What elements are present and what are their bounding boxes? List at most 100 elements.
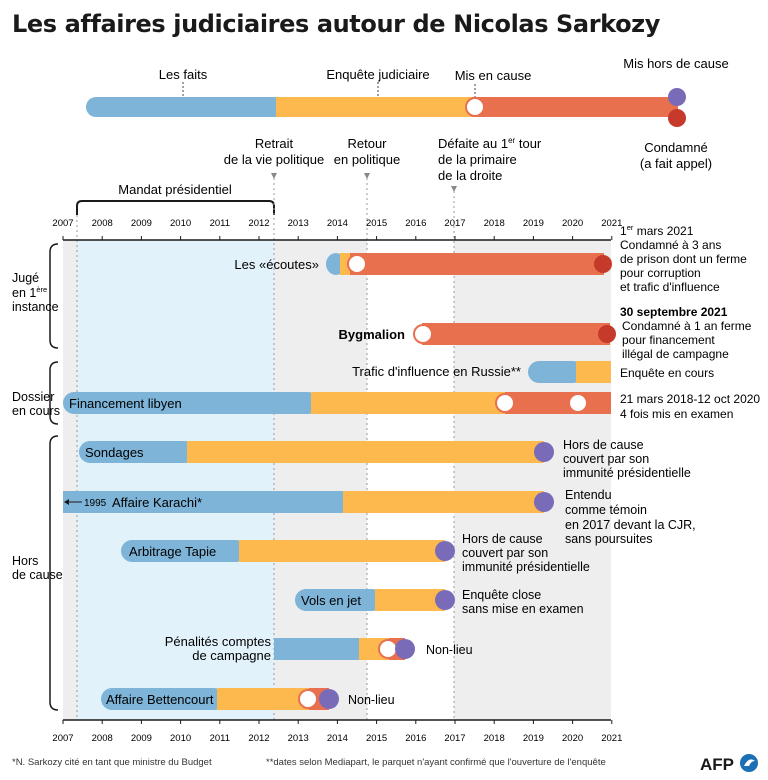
milestone-defaite-arrow <box>451 186 457 192</box>
note-libyen-line2: 4 fois mis en examen <box>620 407 733 421</box>
karachi-label: Affaire Karachi* <box>112 495 202 510</box>
legend-condamne-label-line2: (a fait appel) <box>640 156 712 171</box>
axis-top-label-2020: 2020 <box>562 218 583 229</box>
legend-faits-label: Les faits <box>159 67 208 82</box>
tapie-label: Arbitrage Tapie <box>129 544 216 559</box>
case-notes: 1er mars 2021 Condamné à 3 ans de prison… <box>348 223 760 707</box>
libyen-faits-segment <box>63 392 319 414</box>
legend-hors-de-cause-label: Mis hors de cause <box>623 56 729 71</box>
note-sondages-line1: Hors de cause <box>563 438 644 452</box>
axis-top-label-2018: 2018 <box>484 218 505 229</box>
axis-bottom-label-2008: 2008 <box>92 733 113 744</box>
legend: Les faits Enquête judiciaire Mis en caus… <box>86 56 729 171</box>
mandat-bracket: Mandat présidentiel <box>76 182 275 215</box>
axis-bottom-label-2009: 2009 <box>131 733 152 744</box>
libyen-mis-en-cause-segment <box>505 392 611 414</box>
legend-mis-en-cause-segment <box>472 97 678 117</box>
russie-enquete-segment <box>576 361 611 383</box>
axis-top-label-2014: 2014 <box>327 218 348 229</box>
legend-hors-de-cause-marker <box>668 88 686 106</box>
note-bygmalion-line4: illégal de campagne <box>622 347 729 361</box>
libyen-mis-en-cause-marker-2 <box>568 393 588 413</box>
milestone-retour-line2: en politique <box>334 152 401 167</box>
group-dossier-bracket <box>49 361 59 425</box>
tapie-hors-de-cause-marker <box>435 541 455 561</box>
afp-logo: AFP <box>700 754 758 774</box>
legend-condamne-marker <box>668 109 686 127</box>
tapie-enquete-segment <box>239 540 445 562</box>
penalites-mis-en-cause-marker <box>378 639 398 659</box>
ecoutes-condamne-marker <box>594 255 612 273</box>
group-hors-line1: Hors <box>12 554 38 568</box>
milestone-retour-line1: Retour <box>347 136 387 151</box>
axis-bottom-label-2016: 2016 <box>405 733 426 744</box>
note-vols-line1: Enquête close <box>462 588 541 602</box>
axis-top-label-2019: 2019 <box>523 218 544 229</box>
bygmalion-label: Bygmalion <box>339 327 406 342</box>
case-russie: Trafic d'influence en Russie** <box>352 361 611 383</box>
vols-label: Vols en jet <box>301 593 361 608</box>
ecoutes-mis-en-cause-marker <box>347 254 367 274</box>
milestone-retrait-arrow <box>271 173 277 179</box>
axis-top-label-2008: 2008 <box>92 218 113 229</box>
bettencourt-mis-en-cause-marker <box>298 689 318 709</box>
libyen-enquete-segment <box>311 392 505 414</box>
sondages-hors-de-cause-marker <box>534 442 554 462</box>
ecoutes-label: Les «écoutes» <box>234 257 319 272</box>
axis-bottom-label-2020: 2020 <box>562 733 583 744</box>
bettencourt-enquete-segment <box>217 688 309 710</box>
axis-bottom-label-2010: 2010 <box>170 733 191 744</box>
note-karachi-line4: sans poursuites <box>565 532 653 546</box>
karachi-hors-de-cause-marker <box>534 492 554 512</box>
case-sondages: Sondages <box>79 441 554 463</box>
axis-bottom-label-2013: 2013 <box>288 733 309 744</box>
russie-label: Trafic d'influence en Russie** <box>352 364 521 379</box>
note-ecoutes-line2: Condamné à 3 ans <box>620 238 721 252</box>
ecoutes-enquete-segment <box>340 253 350 275</box>
libyen-mis-en-cause-marker-1 <box>495 393 515 413</box>
vols-faits-segment <box>295 589 383 611</box>
case-tapie: Arbitrage Tapie <box>121 540 455 562</box>
note-tapie-line2: couvert par son <box>462 546 548 560</box>
note-russie-line1: Enquête en cours <box>620 366 714 380</box>
axis-bottom-label-2019: 2019 <box>523 733 544 744</box>
milestone-retour-arrow <box>364 173 370 179</box>
penalites-faits-segment <box>274 638 368 660</box>
bg-post-primaire <box>454 240 611 720</box>
axis-top-label-2012: 2012 <box>248 218 269 229</box>
karachi-arrow-year: 1995 <box>84 498 107 509</box>
group-juge-line3: instance <box>12 300 59 314</box>
axis-top-label-2010: 2010 <box>170 218 191 229</box>
bettencourt-faits-segment <box>101 688 225 710</box>
sondages-faits-segment <box>79 441 196 463</box>
axis-top-label-2011: 2011 <box>210 218 230 229</box>
milestone-defaite-line3: de la droite <box>438 168 502 183</box>
axis-top-label-2007: 2007 <box>52 218 73 229</box>
bygmalion-condamne-marker <box>598 325 616 343</box>
bg-pre-mandate <box>63 240 77 720</box>
note-ecoutes-line1: 1er mars 2021 <box>620 223 694 238</box>
note-ecoutes-line4: pour corruption <box>620 266 701 280</box>
penalites-label-line1: Pénalités comptes <box>165 634 272 649</box>
axis-top-label-2009: 2009 <box>131 218 152 229</box>
milestone-defaite-line2: de la primaire <box>438 152 517 167</box>
russie-faits-segment <box>528 361 584 383</box>
axis-bottom-label-2015: 2015 <box>366 733 387 744</box>
penalites-hors-de-cause-marker <box>395 639 415 659</box>
case-ecoutes: Les «écoutes» <box>234 253 612 275</box>
axis-top-label-2013: 2013 <box>288 218 309 229</box>
note-ecoutes-line3: de prison dont un ferme <box>620 252 747 266</box>
note-bygmalion-line2: Condamné à 1 an ferme <box>622 319 752 333</box>
group-hors-bracket <box>49 435 59 711</box>
afp-logo-mark <box>744 759 755 766</box>
axis-top-label-2021: 2021 <box>601 218 622 229</box>
note-penalites-line1: Non-lieu <box>426 643 473 657</box>
note-karachi-line2: comme témoin <box>565 503 647 517</box>
axis-bottom-label-2012: 2012 <box>248 733 269 744</box>
vols-hors-de-cause-marker <box>435 590 455 610</box>
note-libyen-line1: 21 mars 2018-12 oct 2020 <box>620 392 760 406</box>
group-hors-line2: de cause <box>12 568 63 582</box>
axis-bottom-label-2017: 2017 <box>444 733 465 744</box>
bygmalion-mis-en-cause-segment <box>422 323 610 345</box>
